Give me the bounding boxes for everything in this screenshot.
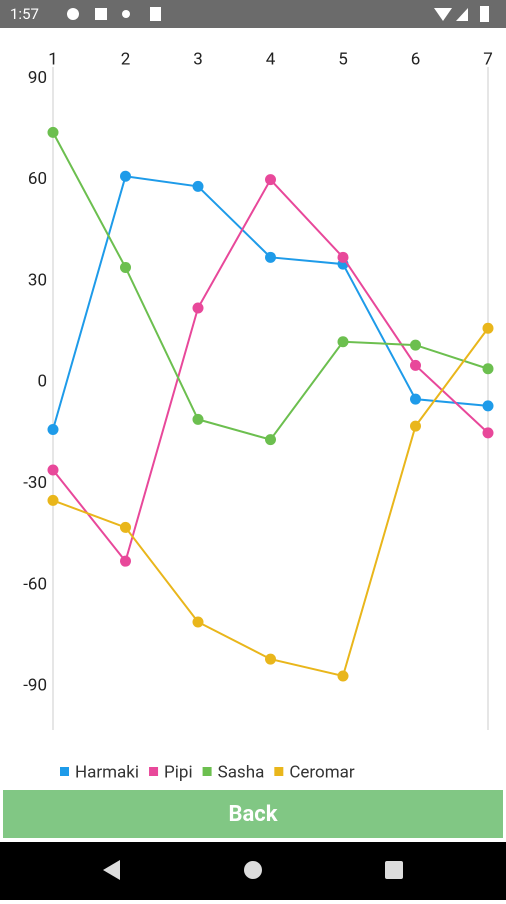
data-point [192,413,204,425]
data-point [482,322,494,334]
legend-swatch [202,767,212,776]
legend-swatch [149,767,159,776]
status-bar [0,0,506,28]
data-point [47,126,59,138]
data-point [410,393,421,405]
back-button-label[interactable]: Back [228,802,277,827]
data-point [482,363,494,375]
legend-label: Sasha [218,762,265,782]
data-point [337,336,349,348]
data-point [337,251,349,263]
x-tick-label: 6 [411,49,421,69]
data-point [47,494,59,506]
x-tick-label: 4 [266,49,276,69]
x-tick-label: 2 [121,49,131,69]
status-icons [67,6,489,22]
series-line [52,177,489,564]
data-point [120,555,131,567]
x-tick-label: 5 [338,49,348,69]
y-tick-label: 90 [28,68,47,88]
y-tick-label: -60 [23,574,47,594]
nav-recents[interactable] [385,861,403,879]
nav-home[interactable] [244,861,262,879]
data-point [410,339,421,351]
legend-swatch [60,767,69,776]
data-point [337,670,349,682]
y-tick-label: 30 [28,270,47,290]
x-tick-label: 7 [483,49,493,69]
data-point [192,180,204,192]
legend-swatch [274,767,284,776]
series-line [52,327,489,678]
data-point [47,464,59,476]
data-point [47,424,59,436]
data-point [410,420,421,432]
data-point [192,616,204,628]
data-point [410,359,421,371]
x-tick-label: 1 [48,49,58,69]
data-point [265,434,276,446]
nav-back[interactable] [103,860,120,880]
legend-label: Harmaki [75,762,139,782]
data-point [482,400,494,412]
y-tick-label: -90 [23,676,47,696]
data-point [120,521,131,533]
legend-label: Pipi [164,762,193,782]
status-time: 1:57 [10,5,39,23]
data-point [265,251,276,263]
legend-label: Ceromar [289,762,355,782]
y-tick-label: 60 [28,169,47,189]
data-point [265,653,276,665]
x-tick-label: 3 [193,49,203,69]
data-point [192,302,204,314]
data-point [120,261,131,273]
data-point [482,427,494,439]
series-line [52,175,489,430]
data-point [265,174,276,186]
data-point [120,170,131,182]
y-tick-label: 0 [37,372,47,392]
back-button[interactable] [3,790,503,838]
y-tick-label: -30 [23,473,47,493]
plot: 90 60 30 0 -30 -60 -90 1 2 3 4 5 6 7 Harmaki Pipi Sasha C… [23,49,494,782]
